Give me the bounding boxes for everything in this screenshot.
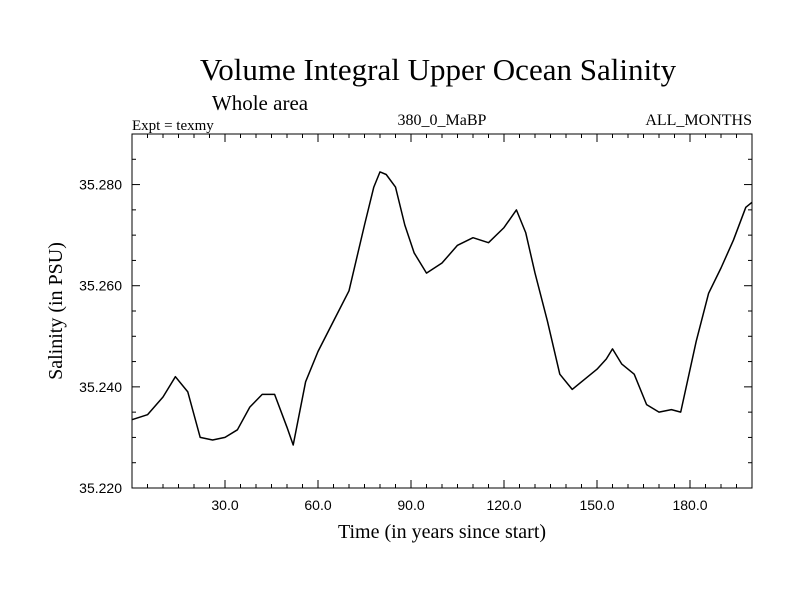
x-tick-label: 120.0 <box>486 497 521 513</box>
y-axis-ticks: 35.220 35.240 35.260 35.280 <box>79 158 752 496</box>
x-axis-label: Time (in years since start) <box>338 521 546 543</box>
x-tick-label: 30.0 <box>211 497 238 513</box>
experiment-label: Expt = texmy <box>132 118 214 134</box>
chart-subtitle: Whole area <box>212 91 309 115</box>
months-label: ALL_MONTHS <box>645 112 752 129</box>
chart-title: Volume Integral Upper Ocean Salinity <box>200 52 677 87</box>
y-tick-label: 35.240 <box>79 379 122 395</box>
y-tick-label: 35.220 <box>79 480 122 496</box>
salinity-series-line <box>131 171 753 446</box>
x-axis-ticks: 30.0 60.0 90.0 120.0 150.0 180.0 <box>147 134 737 513</box>
y-tick-label: 35.280 <box>79 177 122 193</box>
x-tick-label: 180.0 <box>672 497 707 513</box>
x-tick-label: 90.0 <box>397 497 424 513</box>
plot-frame <box>131 133 753 489</box>
y-tick-label: 35.260 <box>79 278 122 294</box>
x-tick-label: 150.0 <box>579 497 614 513</box>
plot-area <box>131 171 753 446</box>
scenario-label: 380_0_MaBP <box>398 112 487 129</box>
x-tick-label: 60.0 <box>304 497 331 513</box>
y-axis-label: Salinity (in PSU) <box>45 242 67 380</box>
